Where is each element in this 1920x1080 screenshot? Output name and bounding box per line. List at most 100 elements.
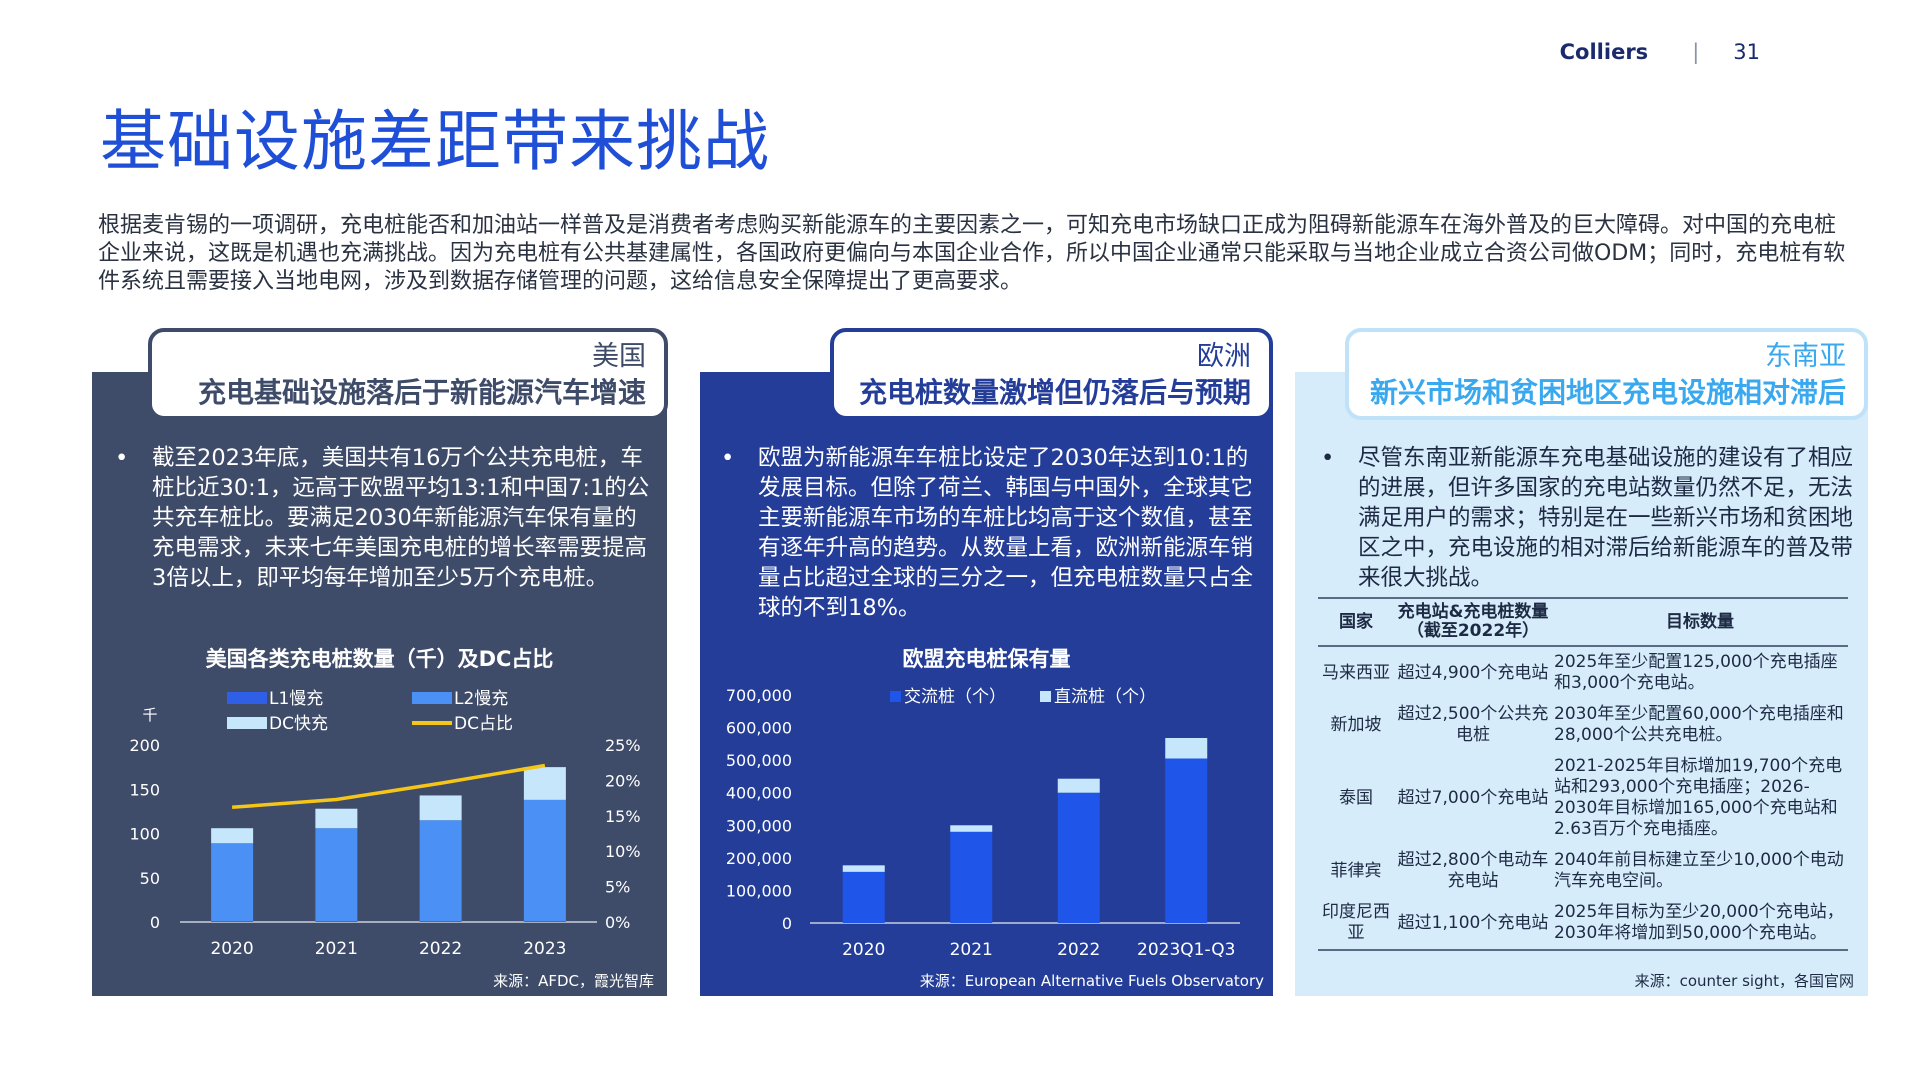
- table-cell: 超过7,000个充电站: [1397, 787, 1549, 808]
- bar-1-2022: [419, 921, 462, 922]
- bar-3-2022: [419, 795, 462, 821]
- panel-eu-source: 来源：European Alternative Fuels Observator…: [919, 972, 1264, 990]
- bullet-dot: •: [1321, 445, 1335, 471]
- x-tick-label: 2021: [315, 939, 358, 959]
- table-cell: 马来西亚: [1322, 662, 1390, 683]
- y-tick-label: 0: [782, 914, 792, 933]
- legend-swatch-3: [227, 717, 267, 729]
- bar-1-2022: [1057, 792, 1100, 923]
- bullet-dot: •: [115, 445, 129, 471]
- table-header-cell: 充电站&充电桩数量（截至2022年）: [1394, 597, 1552, 647]
- bullet-dot: •: [721, 445, 735, 471]
- table-row: 泰国 超过7,000个充电站 2021-2025年目标增加19,700个充电站和29…: [1318, 751, 1848, 845]
- legend-swatch-2: [412, 692, 452, 704]
- bar-1-2023: [523, 921, 566, 922]
- table-cell: 2021-2025年目标增加19,700个充电站和293,000个充电插座；20…: [1554, 756, 1843, 839]
- x-tick-label: 2022: [1057, 940, 1100, 960]
- panel-sea-region: 东南亚: [1765, 341, 1846, 372]
- x-tick-label: 2023: [523, 939, 566, 959]
- bar-1-2021: [950, 831, 993, 923]
- panel-eu-text: 欧盟为新能源车车桩比设定了2030年达到10:1的发展目标。但除了荷兰、韩国与中…: [758, 445, 1254, 621]
- bar-2-2022: [1057, 778, 1100, 793]
- table-cell: 菲律宾: [1330, 860, 1382, 881]
- legend-label-4: DC占比: [454, 714, 513, 734]
- table-cell: 2025年目标为至少20,000个充电站，2030年将增加到50,000个充电站…: [1552, 897, 1848, 951]
- bar-2-2021: [315, 828, 358, 922]
- header-divider: |: [1692, 40, 1700, 64]
- bar-3-2020: [211, 828, 254, 844]
- y-tick-label: 200: [129, 736, 160, 755]
- bar-2-2023Q1-Q3: [1165, 737, 1208, 759]
- page-number: 31: [1733, 40, 1760, 64]
- panel-us-region: 美国: [592, 341, 646, 372]
- bar-1-2023Q1-Q3: [1165, 758, 1208, 923]
- y2-tick-label: 0%: [605, 913, 630, 932]
- x-tick-label: 2020: [842, 940, 885, 960]
- legend-label-2: L2慢充: [454, 688, 508, 709]
- bar-2-2020: [842, 865, 885, 872]
- x-tick-label: 2023Q1-Q3: [1137, 940, 1235, 960]
- panel-us-text: 截至2023年底，美国共有16万个公共充电桩，车桩比近30:1，远高于欧盟平均1…: [152, 445, 650, 591]
- legend-label-2: 直流桩（个）: [1054, 687, 1156, 707]
- table-header-cell: 国家: [1318, 597, 1394, 647]
- legend-swatch-1: [890, 691, 901, 702]
- intro-paragraph: 根据麦肯锡的一项调研，充电桩能否和加油站一样普及是消费者考虑购买新能源车的主要因…: [98, 213, 1846, 294]
- y2-tick-label: 25%: [605, 736, 641, 755]
- y2-tick-label: 10%: [605, 842, 641, 861]
- y-tick-label: 600,000: [726, 719, 792, 738]
- y-tick-label: 100,000: [726, 881, 792, 900]
- y-tick-label: 400,000: [726, 784, 792, 803]
- table-cell: 超过1,100个充电站: [1394, 897, 1552, 951]
- bar-3-2023: [523, 767, 566, 800]
- legend-swatch-1: [227, 692, 267, 704]
- table-row: 马来西亚 超过4,900个充电站 2025年至少配置125,000个充电插座和3,0…: [1318, 646, 1848, 699]
- table-cell: 超过2,500个公共充电桩: [1397, 704, 1549, 745]
- legend-label-1: 交流桩（个）: [904, 687, 1006, 707]
- sea-table: 国家 充电站&充电桩数量（截至2022年） 目标数量 马来西亚 超过4,900个充…: [1318, 597, 1848, 951]
- y-tick-label: 150: [129, 780, 160, 799]
- panel-us-source: 来源：AFDC，霞光智库: [493, 972, 654, 990]
- dc-share-line: [231, 763, 546, 810]
- panel-eu-region: 欧洲: [1197, 341, 1251, 372]
- eu-chart-title: 欧盟充电桩保有量: [902, 647, 1071, 671]
- y2-tick-label: 15%: [605, 807, 641, 826]
- panel-sea-source: 来源：counter sight，各国官网: [1634, 972, 1854, 990]
- table-cell: 新加坡: [1330, 714, 1382, 735]
- table-cell: 超过4,900个充电站: [1397, 662, 1549, 683]
- y-tick-label: 100: [129, 825, 160, 844]
- y2-tick-label: 5%: [605, 878, 630, 897]
- table-cell: 印度尼西亚: [1318, 897, 1394, 951]
- table-row: 菲律宾 超过2,800个电动车充电站 2040年前目标建立至少10,000个电动汽车…: [1318, 845, 1848, 897]
- table-cell: 超过2,800个电动车充电站: [1397, 850, 1549, 891]
- x-tick-label: 2020: [210, 939, 253, 959]
- x-tick-label: 2021: [950, 940, 993, 960]
- us-chart-title: 美国各类充电桩数量（千）及DC占比: [205, 647, 554, 671]
- us-chart: 千 0 50 100 150 200 0% 5% 10% 15% 20% 25% L1慢充 L2慢充 DC快…: [129, 688, 641, 959]
- table-cell: 2040年前目标建立至少10,000个电动汽车充电空间。: [1554, 850, 1844, 891]
- y-tick-label: 200,000: [726, 849, 792, 868]
- brand-logo: Colliers: [1559, 40, 1649, 64]
- panel-us-subtitle: 充电基础设施落后于新能源汽车增速: [197, 376, 646, 409]
- y-tick-label: 700,000: [726, 686, 792, 705]
- panel-us: [92, 372, 667, 996]
- legend-label-1: L1慢充: [269, 688, 323, 709]
- bar-3-2021: [315, 808, 358, 829]
- brand-header: Colliers | 31: [1560, 40, 1760, 64]
- table-cell: 2025年至少配置125,000个充电插座和3,000个充电站。: [1554, 652, 1838, 693]
- panel-sea: [1295, 372, 1868, 996]
- y2-tick-label: 20%: [605, 771, 641, 790]
- panel-sea-bullet: • 尽管东南亚新能源车充电基础设施的建设有了相应的进展，但许多国家的充电站数量仍…: [1321, 443, 1858, 593]
- panel-sea-text: 尽管东南亚新能源车充电基础设施的建设有了相应的进展，但许多国家的充电站数量仍然不…: [1358, 445, 1854, 591]
- table-header-cell: 目标数量: [1552, 597, 1848, 647]
- bar-1-2021: [315, 921, 358, 922]
- x-tick-label: 2022: [419, 939, 462, 959]
- panel-sea-subtitle: 新兴市场和贫困地区充电设施相对滞后: [1369, 376, 1846, 409]
- panel-us-bullet: • 截至2023年底，美国共有16万个公共充电桩，车桩比近30:1，远高于欧盟平…: [115, 443, 652, 593]
- bar-2-2020: [211, 843, 254, 922]
- bar-2-2021: [950, 825, 993, 832]
- y-tick-label: 300,000: [726, 816, 792, 835]
- table-cell: 2030年至少配置60,000个充电插座和28,000个公共充电桩。: [1554, 704, 1844, 745]
- bar-1-2020: [211, 921, 254, 922]
- table-row: 新加坡 超过2,500个公共充电桩 2030年至少配置60,000个充电插座和28,…: [1318, 699, 1848, 751]
- y-axis-label: 千: [142, 706, 157, 724]
